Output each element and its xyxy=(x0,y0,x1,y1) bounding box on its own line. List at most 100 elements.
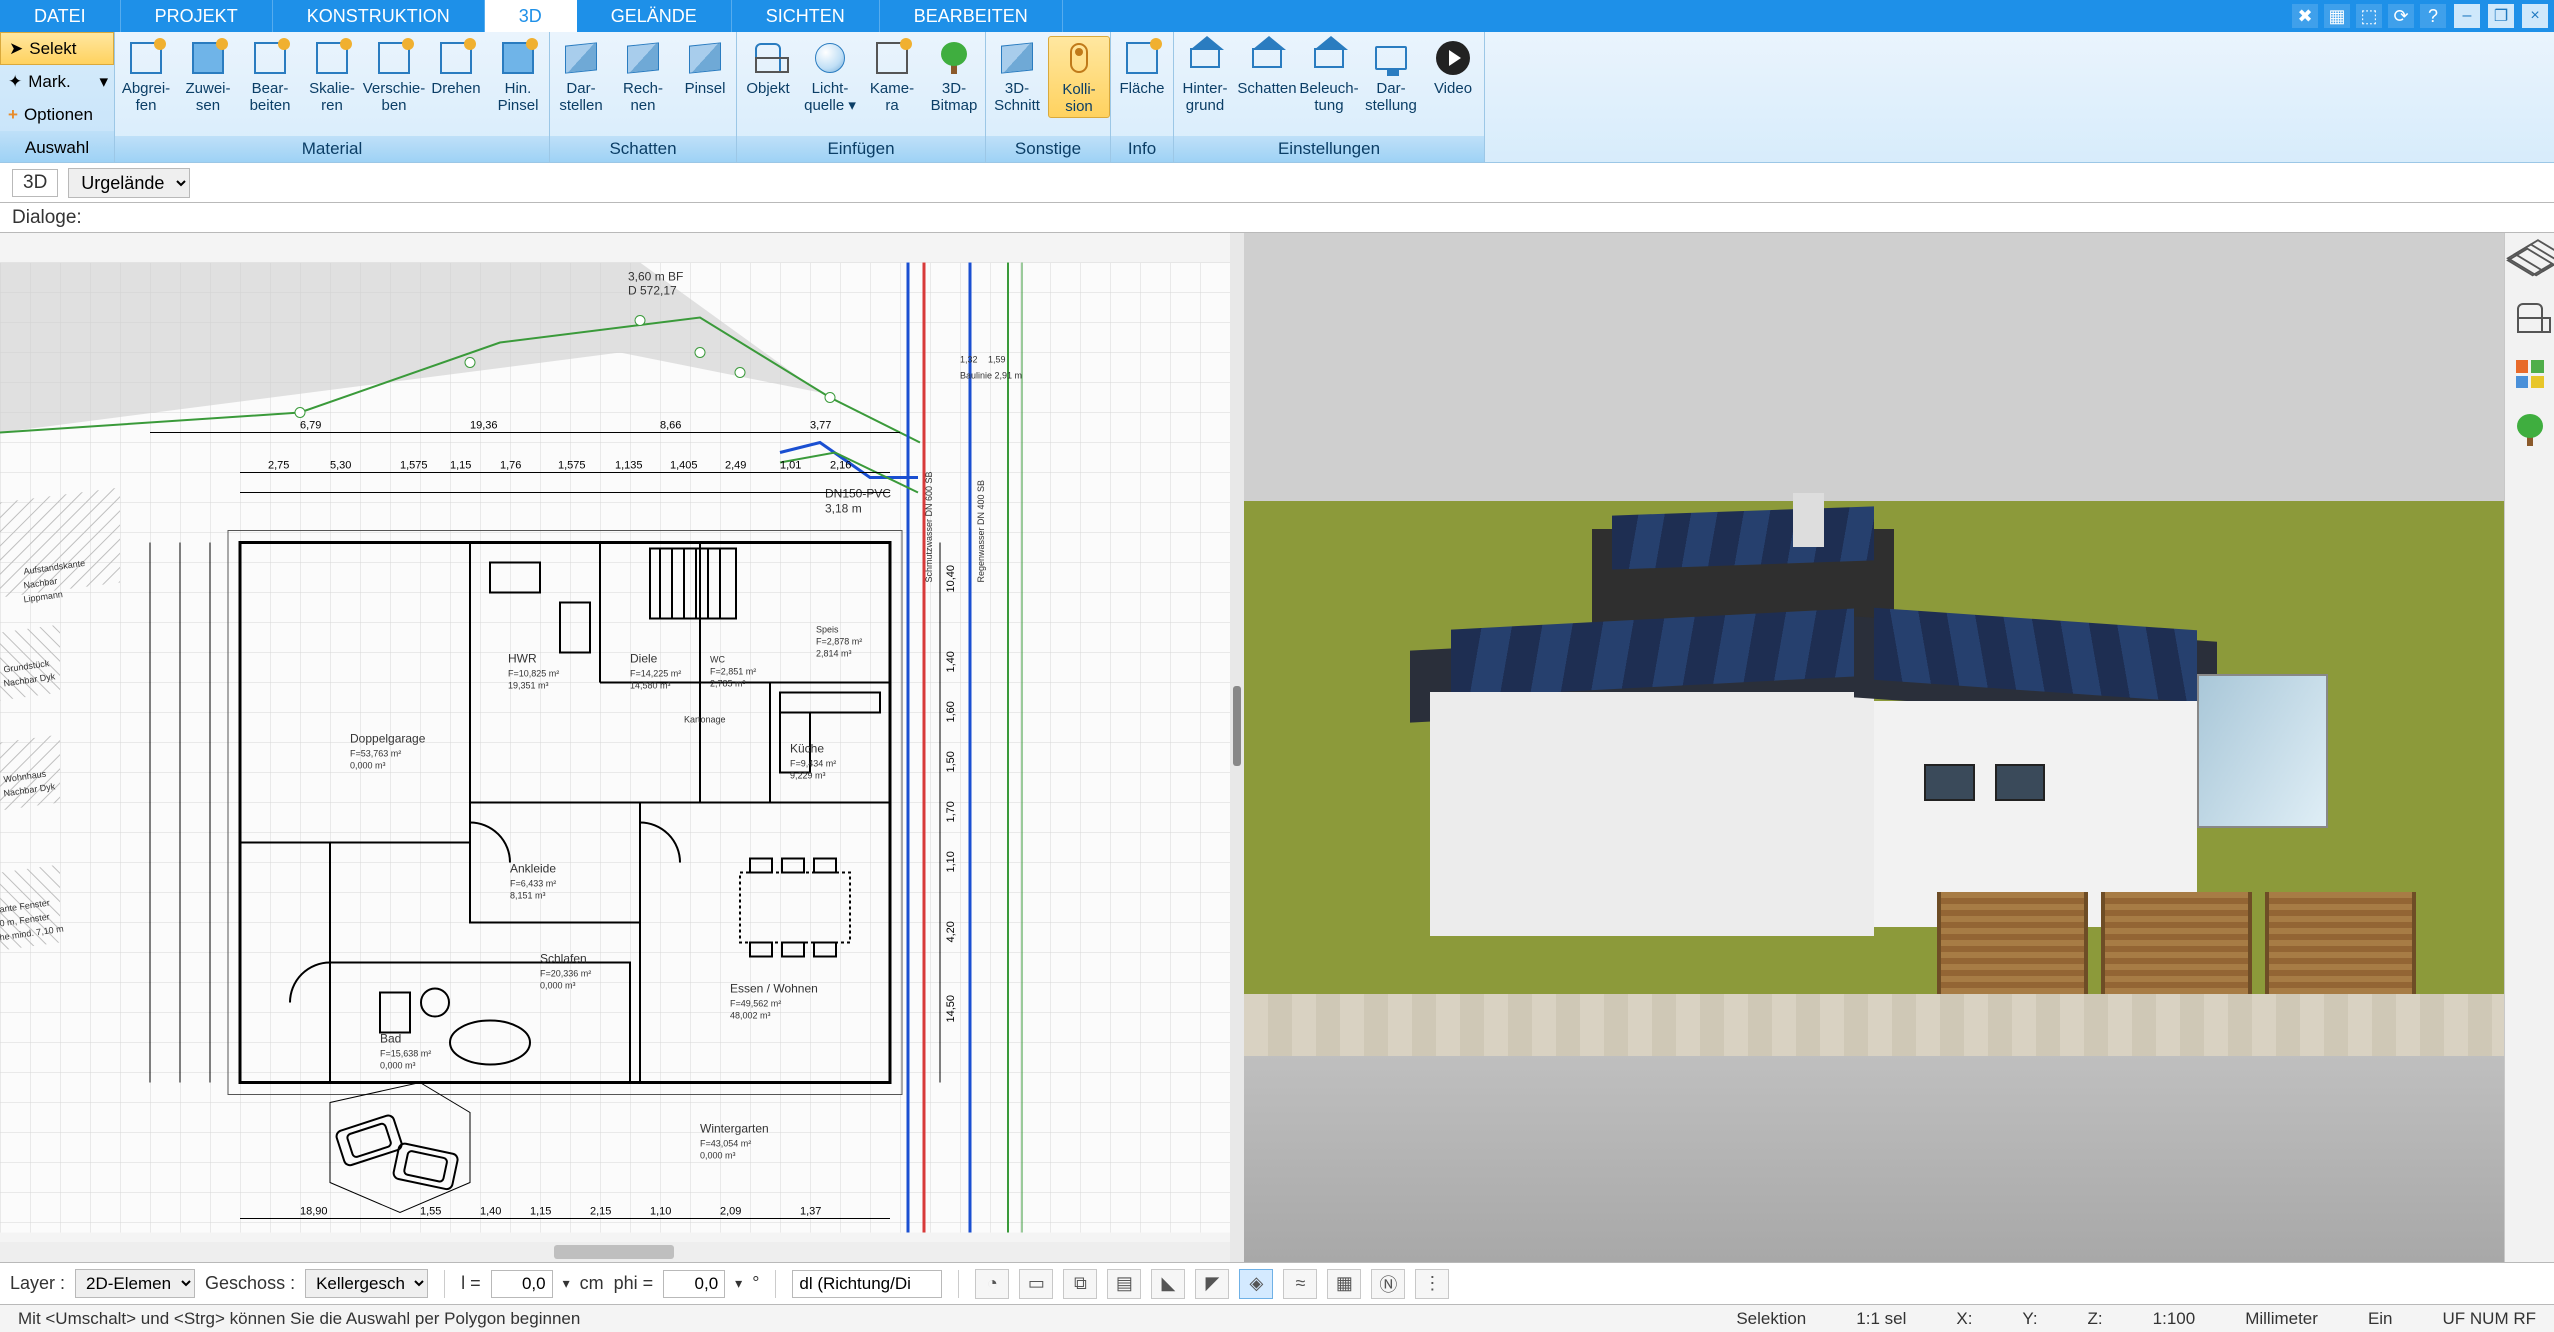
l-label: l = xyxy=(461,1273,481,1294)
tool-stack-icon[interactable]: ▤ xyxy=(1107,1269,1141,1299)
svg-text:19,351 m³: 19,351 m³ xyxy=(508,681,549,691)
btn-rechnen[interactable]: Rech- nen xyxy=(612,36,674,116)
pane-splitter[interactable] xyxy=(1230,233,1244,1262)
tool-icon-4[interactable]: ⟳ xyxy=(2388,4,2414,28)
tool-link-icon[interactable]: ⧉ xyxy=(1063,1269,1097,1299)
btn-lichtquelle[interactable]: Licht- quelle ▾ xyxy=(799,36,861,116)
btn-objekt[interactable]: Objekt xyxy=(737,36,799,99)
btn-abgreifen[interactable]: Abgrei- fen xyxy=(115,36,177,116)
geschoss-select[interactable]: Kellergesch xyxy=(305,1269,428,1298)
tool-monitor-icon[interactable]: ▭ xyxy=(1019,1269,1053,1299)
svg-text:1,70: 1,70 xyxy=(945,801,957,822)
dl-input[interactable] xyxy=(792,1270,942,1298)
svg-text:2,814 m³: 2,814 m³ xyxy=(816,649,852,659)
svg-text:0,000 m³: 0,000 m³ xyxy=(540,981,576,991)
btn-beleuchtung[interactable]: Beleuch- tung xyxy=(1298,36,1360,116)
svg-text:2,15: 2,15 xyxy=(590,1206,611,1218)
tab-3d[interactable]: 3D xyxy=(485,0,577,32)
btn-zuweisen[interactable]: Zuwei- sen xyxy=(177,36,239,116)
view-badge-3d[interactable]: 3D xyxy=(12,169,58,197)
svg-text:1,575: 1,575 xyxy=(558,460,586,472)
terrain-select[interactable]: Urgelände xyxy=(68,168,190,198)
pane-2d-plan[interactable]: DN150-PVC 3,18 m 3,60 m BF D 572,17 1,32… xyxy=(0,233,1230,1262)
btn-kamera[interactable]: Kame- ra xyxy=(861,36,923,116)
btn-skalieren[interactable]: Skalie- ren xyxy=(301,36,363,116)
materials-icon[interactable] xyxy=(2513,357,2547,391)
selekt-button[interactable]: ➤Selekt xyxy=(0,32,114,65)
furniture-icon[interactable] xyxy=(2513,301,2547,335)
l-input[interactable] xyxy=(491,1270,553,1298)
svg-text:2,785 m³: 2,785 m³ xyxy=(710,679,746,689)
l-unit: cm xyxy=(580,1273,604,1294)
mark-button[interactable]: ✦Mark.▾ xyxy=(0,65,114,98)
svg-text:F=15,638 m²: F=15,638 m² xyxy=(380,1049,431,1059)
view-bar: 3D Urgelände xyxy=(0,163,2554,203)
svg-text:Ankleide: Ankleide xyxy=(510,862,556,876)
tool-more-icon[interactable]: ⋮ xyxy=(1415,1269,1449,1299)
tool-clock-icon[interactable]: ◔ xyxy=(975,1269,1009,1299)
btn-darstellung[interactable]: Dar- stellung xyxy=(1360,36,1422,116)
tool-icon-3[interactable]: ⬚ xyxy=(2356,4,2382,28)
ribbon: ➤Selekt ✦Mark.▾ +Optionen Auswahl Abgrei… xyxy=(0,32,2554,163)
window-close[interactable]: × xyxy=(2522,4,2548,28)
svg-text:1,15: 1,15 xyxy=(450,460,471,472)
tool-icon-2[interactable]: ▦ xyxy=(2324,4,2350,28)
tool-n-icon[interactable]: Ⓝ xyxy=(1371,1269,1405,1299)
svg-text:F=53,763 m²: F=53,763 m² xyxy=(350,749,401,759)
btn-hin-pinsel[interactable]: Hin. Pinsel xyxy=(487,36,549,116)
btn-kollision[interactable]: Kolli- sion xyxy=(1048,36,1110,118)
main-tabstrip: DATEI PROJEKT KONSTRUKTION 3D GELÄNDE SI… xyxy=(0,0,2554,32)
btn-3d-bitmap[interactable]: 3D- Bitmap xyxy=(923,36,985,116)
svg-text:1,40: 1,40 xyxy=(480,1206,501,1218)
tool-diamond-icon[interactable]: ◈ xyxy=(1239,1269,1273,1299)
tab-bearbeiten[interactable]: BEARBEITEN xyxy=(880,0,1063,32)
btn-bearbeiten[interactable]: Bear- beiten xyxy=(239,36,301,116)
ribbon-group-einstellungen: Hinter- grund Schatten Beleuch- tung Dar… xyxy=(1174,32,1485,162)
svg-text:2,49: 2,49 xyxy=(725,460,746,472)
btn-pinsel[interactable]: Pinsel xyxy=(674,36,736,99)
group-title-schatten: Schatten xyxy=(550,136,736,162)
svg-text:F=2,851 m²: F=2,851 m² xyxy=(710,667,756,677)
tab-projekt[interactable]: PROJEKT xyxy=(121,0,273,32)
svg-text:F=14,225 m²: F=14,225 m² xyxy=(630,669,681,679)
btn-schatten[interactable]: Schatten xyxy=(1236,36,1298,99)
layers-icon[interactable] xyxy=(2513,245,2547,279)
tab-sichten[interactable]: SICHTEN xyxy=(732,0,880,32)
pane-3d-view[interactable] xyxy=(1244,233,2504,1262)
btn-darstellen[interactable]: Dar- stellen xyxy=(550,36,612,116)
layer-select[interactable]: 2D-Elemen xyxy=(75,1269,195,1298)
tool-icon-1[interactable]: ✖ xyxy=(2292,4,2318,28)
help-icon[interactable]: ? xyxy=(2420,4,2446,28)
tab-datei[interactable]: DATEI xyxy=(0,0,121,32)
tool-angle1-icon[interactable]: ◣ xyxy=(1151,1269,1185,1299)
group-title-sonstige: Sonstige xyxy=(986,136,1110,162)
svg-text:1,01: 1,01 xyxy=(780,460,801,472)
tool-wave-icon[interactable]: ≈ xyxy=(1283,1269,1317,1299)
wand-icon: ✦ xyxy=(8,72,22,92)
status-hint: Mit <Umschalt> und <Strg> können Sie die… xyxy=(8,1309,590,1329)
status-selektion: Selektion xyxy=(1726,1309,1816,1329)
phi-input[interactable] xyxy=(663,1270,725,1298)
optionen-button[interactable]: +Optionen xyxy=(0,98,114,131)
btn-video[interactable]: Video xyxy=(1422,36,1484,99)
tool-grid-icon[interactable]: ▦ xyxy=(1327,1269,1361,1299)
btn-flaeche[interactable]: Fläche xyxy=(1111,36,1173,99)
svg-text:Bad: Bad xyxy=(380,1032,401,1046)
svg-text:HWR: HWR xyxy=(508,652,537,666)
btn-hintergrund[interactable]: Hinter- grund xyxy=(1174,36,1236,116)
tree-icon[interactable] xyxy=(2513,413,2547,447)
window-minimize[interactable]: – xyxy=(2454,4,2480,28)
tab-gelaende[interactable]: GELÄNDE xyxy=(577,0,732,32)
pane2d-scrollbar[interactable] xyxy=(0,1242,1230,1262)
tool-angle2-icon[interactable]: ◤ xyxy=(1195,1269,1229,1299)
window-restore[interactable]: ❐ xyxy=(2488,4,2514,28)
svg-text:14,50: 14,50 xyxy=(945,995,957,1023)
btn-3d-schnitt[interactable]: 3D- Schnitt xyxy=(986,36,1048,116)
btn-drehen[interactable]: Drehen xyxy=(425,36,487,99)
svg-text:D 572,17: D 572,17 xyxy=(628,284,677,298)
btn-verschieben[interactable]: Verschie- ben xyxy=(363,36,425,116)
svg-text:1,76: 1,76 xyxy=(500,460,521,472)
tab-konstruktion[interactable]: KONSTRUKTION xyxy=(273,0,485,32)
fence-1 xyxy=(1937,892,2088,995)
svg-text:F=6,433 m²: F=6,433 m² xyxy=(510,879,556,889)
